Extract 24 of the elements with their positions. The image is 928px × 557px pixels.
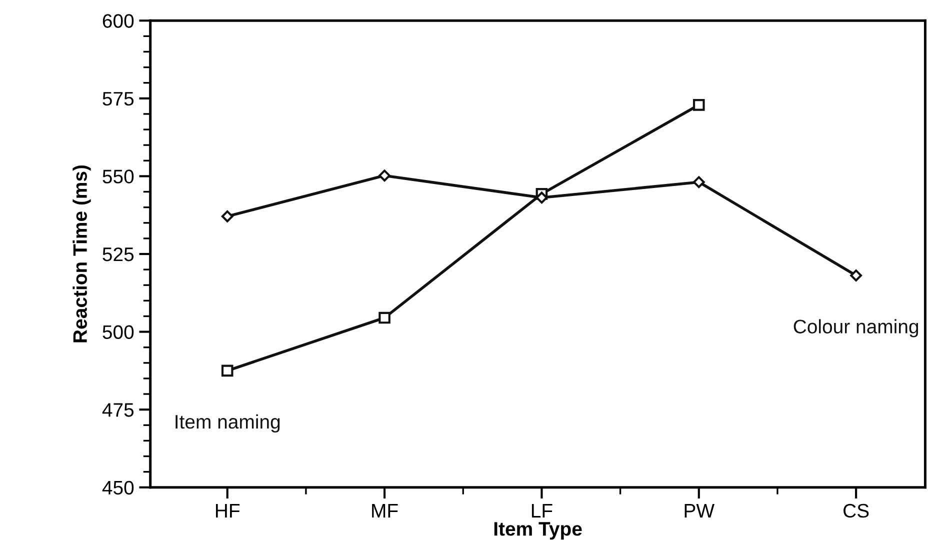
x-tick-label: LF (532, 504, 552, 518)
point (378, 312, 390, 324)
x-tick-label: PW (684, 504, 714, 518)
point (536, 192, 548, 204)
y-tick-label: 525 (102, 247, 134, 262)
text: Item naming (176, 414, 280, 433)
y-tick-label: 500 (102, 325, 134, 340)
y-tick-label: 475 (102, 403, 134, 417)
y-tick-label: 550 (102, 170, 134, 184)
x-axis-title: Item Type (494, 522, 582, 540)
x-tick-label: MF (372, 504, 398, 518)
point (692, 176, 705, 188)
y-axis-title: Reaction Time (ms) (72, 165, 91, 342)
x-tick-label: CS (844, 504, 869, 518)
y-tick-label: 600 (102, 14, 134, 28)
point (850, 270, 862, 282)
y-tick-label: 575 (102, 92, 134, 106)
point (378, 170, 390, 182)
text: Colour naming (794, 319, 918, 338)
x-tick-label: HF (216, 504, 240, 518)
point (692, 99, 705, 111)
point (221, 210, 234, 222)
y-tick-label: 450 (102, 480, 134, 495)
point (221, 364, 234, 377)
